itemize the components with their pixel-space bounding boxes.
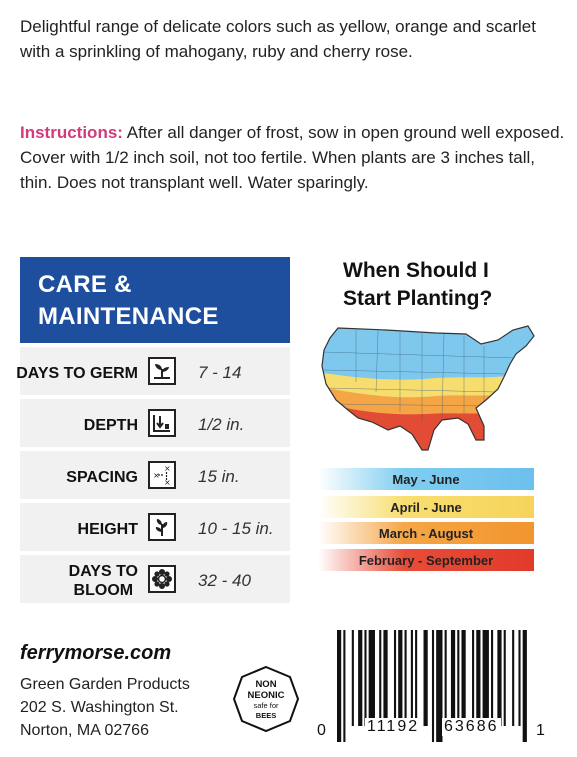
germination-icon	[148, 357, 176, 385]
planting-title-line1: When Should I	[343, 259, 489, 282]
care-maintenance-table: CARE & MAINTENANCE DAYS TO GERM 7 - 14 D…	[16, 257, 290, 603]
barcode-bar	[444, 630, 447, 726]
barcode-group2: 63686	[442, 718, 501, 736]
company-name: Green Garden Products	[20, 676, 190, 693]
barcode-left-digit: 0	[317, 722, 326, 740]
svg-text:×: ×	[153, 471, 160, 480]
upc-barcode	[337, 630, 527, 742]
care-title-line2: MAINTENANCE	[38, 303, 219, 330]
company-street: 202 S. Washington St.	[20, 699, 179, 716]
spacing-icon: × × ×	[148, 461, 176, 489]
barcode-bar	[491, 630, 494, 726]
zone-legend-march-august: March - August	[318, 522, 534, 544]
care-row-days-to-bloom: DAYS TO BLOOM 32 - 40	[20, 551, 290, 603]
planting-title-line2: Start Planting?	[343, 287, 493, 310]
care-row-value: 7 - 14	[198, 363, 242, 382]
svg-text:×: ×	[164, 464, 171, 473]
barcode-bar	[343, 630, 346, 742]
barcode-bar	[461, 630, 466, 726]
barcode-bar	[379, 630, 382, 726]
care-row-label: DAYS TO GERM	[16, 364, 138, 382]
zone-legend-april-june: April - June	[318, 496, 534, 518]
barcode-bar	[398, 630, 403, 726]
care-row-value: 15 in.	[198, 467, 240, 486]
care-row-days-to-germ: DAYS TO GERM 7 - 14	[16, 343, 290, 395]
instructions-label: Instructions:	[20, 123, 123, 142]
barcode-bar	[518, 630, 521, 726]
height-icon	[148, 513, 176, 541]
barcode-bar	[436, 630, 443, 742]
barcode-bar	[423, 630, 428, 726]
badge-line2: NEONIC	[248, 690, 285, 701]
barcode-bar	[503, 630, 506, 726]
barcode-bar	[358, 630, 363, 726]
care-row-label: DEPTH	[83, 416, 138, 434]
barcode-bar	[482, 630, 489, 726]
barcode-bar	[364, 630, 367, 726]
barcode-bar	[472, 630, 475, 726]
care-title-line1: CARE &	[38, 271, 132, 298]
badge-line1: NON	[255, 679, 276, 690]
barcode-bar	[383, 630, 388, 726]
us-planting-zone-map	[321, 325, 535, 451]
barcode-bar	[522, 630, 527, 742]
care-row-depth: DEPTH 1/2 in.	[20, 395, 290, 447]
depth-icon	[148, 409, 176, 437]
product-description: Delightful range of delicate colors such…	[20, 17, 536, 61]
barcode-bar	[415, 630, 418, 726]
care-row-label: DAYS TO BLOOM	[69, 555, 138, 607]
care-row-label-line1: DAYS TO	[68, 563, 138, 580]
zone-legend-may-june: May - June	[318, 468, 534, 490]
barcode-bar	[337, 630, 342, 742]
planting-title: When Should I Start Planting?	[343, 257, 543, 313]
non-neonic-badge: NON NEONIC safe for BEES	[232, 665, 300, 733]
barcode-bar	[512, 630, 515, 726]
care-row-label: SPACING	[66, 468, 138, 486]
care-header: CARE & MAINTENANCE	[20, 257, 290, 343]
care-row-spacing: SPACING × × × 15 in.	[20, 447, 290, 499]
badge-line4: BEES	[256, 711, 276, 720]
instructions-text: After all danger of frost, sow in open g…	[20, 123, 565, 192]
zone-legend-february-september: February - September	[318, 549, 534, 571]
care-row-height: HEIGHT 10 - 15 in.	[20, 499, 290, 551]
barcode-group1: 11192	[365, 718, 422, 736]
barcode-bar	[450, 630, 456, 726]
care-row-label: HEIGHT	[77, 520, 138, 538]
company-city: Norton, MA 02766	[20, 722, 149, 739]
barcode-bar	[404, 630, 407, 726]
barcode-bar	[393, 630, 397, 726]
barcode-bar	[497, 630, 502, 726]
website-link[interactable]: ferrymorse.com	[20, 642, 172, 664]
barcode-bar	[431, 630, 435, 742]
barcode-bar	[476, 630, 481, 726]
barcode-bar	[410, 630, 413, 726]
barcode-bar	[351, 630, 354, 726]
care-row-value: 10 - 15 in.	[198, 519, 274, 538]
bloom-icon	[148, 565, 176, 593]
care-row-value: 32 - 40	[198, 571, 251, 590]
barcode-bar	[457, 630, 460, 726]
instructions-paragraph: Instructions: After all danger of frost,…	[20, 120, 565, 195]
care-row-label-line2: BLOOM	[73, 582, 134, 599]
barcode-right-digit: 1	[536, 722, 545, 740]
badge-line3: safe for	[253, 701, 279, 710]
svg-text:×: ×	[164, 478, 171, 486]
barcode-bar	[368, 630, 375, 726]
care-row-value: 1/2 in.	[198, 415, 245, 434]
